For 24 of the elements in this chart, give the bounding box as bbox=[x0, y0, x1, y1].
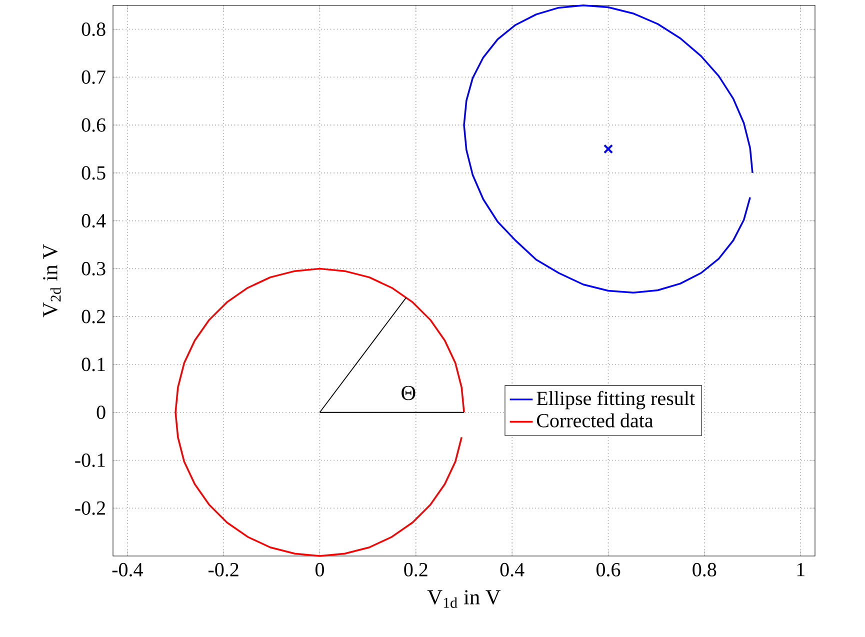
y-tick-label: -0.2 bbox=[75, 501, 105, 515]
x-axis-title: V$_{1d}$ in V bbox=[427, 590, 501, 608]
x-tick-label: -0.2 bbox=[208, 562, 238, 577]
x-tick-label: 0.8 bbox=[692, 562, 716, 577]
y-axis-title: V$_{2d}$ in V bbox=[43, 244, 61, 318]
x-tick-label: -0.4 bbox=[112, 562, 143, 577]
x-tick-label: 0 bbox=[316, 562, 324, 576]
y-tick-label: 0.3 bbox=[82, 262, 106, 276]
y-tick-label: 0.5 bbox=[82, 166, 106, 180]
y-tick-label: 0.7 bbox=[82, 70, 106, 84]
y-tick-label: 0.1 bbox=[82, 358, 105, 372]
legend-label: Ellipse fitting result bbox=[536, 390, 695, 410]
x-tick-label: 0.2 bbox=[404, 562, 428, 577]
y-tick-label: 0.8 bbox=[82, 22, 106, 36]
annotation: Θ bbox=[402, 386, 416, 400]
y-tick-label: 0.6 bbox=[82, 118, 106, 132]
y-tick-label: 0.2 bbox=[82, 310, 105, 324]
y-tick-label: 0 bbox=[96, 406, 106, 420]
y-tick-label: 0.4 bbox=[82, 214, 106, 228]
y-tick-label: -0.1 bbox=[75, 453, 105, 468]
x-tick-label: 0.4 bbox=[500, 562, 524, 577]
x-tick-label: 0.6 bbox=[596, 562, 620, 577]
x-tick-label: 1 bbox=[797, 562, 804, 576]
legend-label: Corrected data bbox=[536, 413, 654, 428]
